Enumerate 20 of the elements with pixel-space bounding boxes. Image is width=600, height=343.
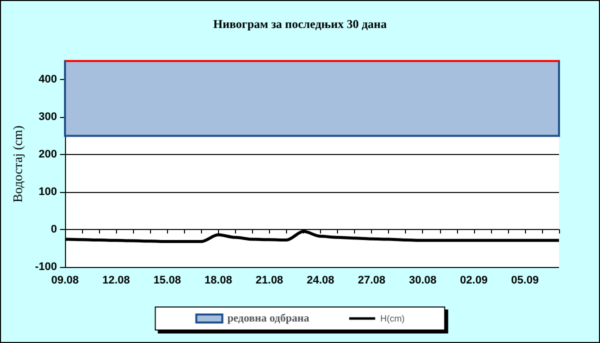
x-tick-label: 15.08 [153,274,181,286]
x-tick-label: 02.09 [460,274,488,286]
y-tick-label: 0 [50,224,57,236]
legend-label: H(cm) [380,314,405,324]
chart-title: Нивограм за последњих 30 дана [213,17,387,31]
x-tick-label: 21.08 [256,274,284,286]
y-tick-label: 200 [38,148,57,161]
x-tick-label: 27.08 [358,274,386,286]
legend-label: редовна одбрана [227,312,310,324]
x-tick-label: 05.09 [511,274,539,286]
x-tick-label: 12.08 [102,274,130,286]
y-axis-title: Водостај (cm) [10,125,26,203]
x-tick-label: 18.08 [204,274,232,286]
x-tick-label: 09.08 [51,274,79,286]
y-tick-label: 400 [38,74,57,86]
x-tick-label: 24.08 [306,274,334,286]
y-tick-label: -100 [34,261,57,273]
y-tick-label: 300 [38,111,57,124]
y-tick-label: 100 [38,186,57,198]
x-tick-label: 30.08 [408,274,436,286]
